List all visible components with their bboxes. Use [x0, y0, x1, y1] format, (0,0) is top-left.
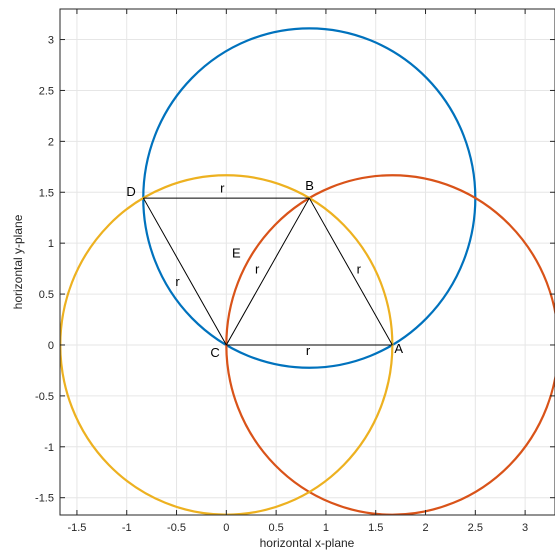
plot-frame [59, 8, 555, 516]
y-tick-label: 0.5 [39, 289, 54, 301]
x-tick-label: 2 [422, 522, 428, 534]
y-tick-label: -0.5 [35, 391, 54, 403]
y-tick-label: 0 [48, 340, 54, 352]
point-label-a: A [394, 341, 403, 356]
plot-area-background [60, 9, 555, 515]
y-tick-label: 1 [48, 238, 54, 250]
x-tick-label: -1.5 [67, 522, 86, 534]
annotation-r: r [255, 262, 260, 277]
y-tick-label: 1.5 [39, 187, 54, 199]
segment-bc [225, 197, 310, 346]
annotation-r: r [175, 274, 180, 289]
triangle-segments [142, 197, 393, 346]
x-tick-label: 2.5 [468, 522, 483, 534]
y-tick-label: 2 [48, 136, 54, 148]
segment-cd [142, 197, 227, 346]
y-tick-label: -1.5 [35, 493, 54, 505]
x-tick-label: -0.5 [167, 522, 186, 534]
x-tick-label: 0 [223, 522, 229, 534]
x-tick-label: 0.5 [268, 522, 283, 534]
point-label-c: C [210, 345, 219, 360]
y-axis-title: horizontal y-plane [11, 214, 25, 309]
point-labels: A B C D [126, 178, 403, 360]
x-tick-label: 1 [323, 522, 329, 534]
x-tick-label: 3 [522, 522, 528, 534]
y-tick-label: -1 [44, 442, 54, 454]
y-tick-label: 3 [48, 35, 54, 47]
x-tick-label: 1.5 [368, 522, 383, 534]
annotation-e: E [232, 245, 241, 260]
y-tick-label: 2.5 [39, 85, 54, 97]
ticks: -1.5 -1 -0.5 0 0.5 1 1.5 2 2.5 3 -1.5 -1 -0.5 0 0.5 1 1.… [35, 9, 555, 534]
annotation-r: r [220, 180, 225, 195]
x-tick-label: -1 [122, 522, 132, 534]
x-axis-title: horizontal x-plane [260, 536, 355, 550]
annotation-r: r [357, 262, 362, 277]
point-label-b: B [305, 178, 314, 193]
annotation-r: r [306, 343, 311, 358]
point-label-d: D [126, 184, 135, 199]
segment-ab [308, 197, 393, 346]
